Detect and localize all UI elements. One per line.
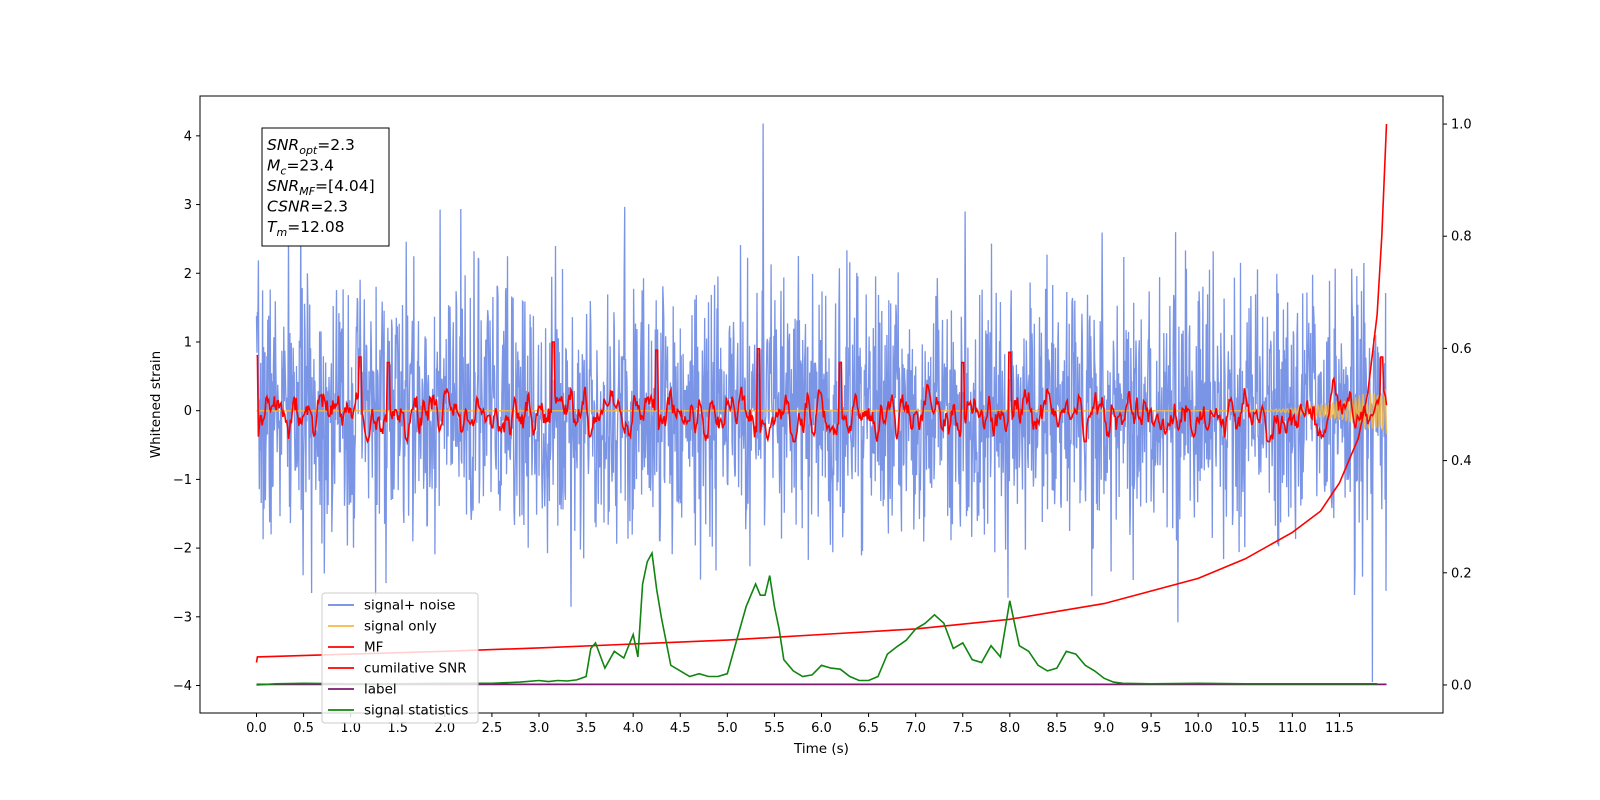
x-tick-label: 10.0 (1184, 721, 1213, 736)
x-tick-label: 1.5 (387, 721, 408, 736)
x-tick-label: 6.5 (858, 721, 879, 736)
annotation-frame (261, 127, 390, 247)
y2-tick-label: 0.6 (1451, 342, 1472, 357)
y-tick-label: 3 (184, 198, 192, 213)
y-tick-label: −1 (173, 473, 192, 488)
y-tick-label: 0 (184, 404, 192, 419)
x-tick-label: 8.0 (999, 721, 1020, 736)
x-tick-label: 5.0 (717, 721, 738, 736)
x-tick-label: 4.5 (670, 721, 691, 736)
x-tick-label: 8.5 (1047, 721, 1068, 736)
legend-entry-label: label (364, 682, 397, 698)
legend-entry-label: MF (364, 640, 383, 656)
x-tick-label: 9.5 (1141, 721, 1162, 736)
y-tick-label: 4 (184, 129, 192, 144)
legend-frame (321, 592, 479, 724)
y-tick-label: 2 (184, 267, 192, 282)
x-tick-label: 4.0 (623, 721, 644, 736)
y-tick-label: −2 (173, 542, 192, 557)
y2-tick-label: 0.4 (1451, 454, 1472, 469)
y-tick-label: 1 (184, 335, 192, 350)
legend: signal+ noise signal only MF cumilative SNR… (321, 592, 479, 724)
x-axis-ticks: 0.0 0.5 1.0 1.5 2.0 2.5 3.0 3.5 4.0 4.5 5.0 5.5 6.0 6… (246, 713, 1354, 736)
annotation-line: SNRMF=[4.04] (267, 177, 375, 198)
y-axis-label: Whitened strain (148, 351, 164, 458)
x-tick-label: 1.0 (340, 721, 361, 736)
x-axis-label: Time (s) (793, 741, 849, 757)
series-signal-only-line (256, 389, 1388, 434)
series-signal-statistics-line (256, 550, 1378, 686)
annotation-line: Mc=23.4 (267, 157, 334, 178)
y-tick-label: −3 (173, 610, 192, 625)
y2-axis-ticks: 1.0 0.8 0.6 0.4 0.2 0.0 (1443, 118, 1472, 693)
x-tick-label: 10.5 (1231, 721, 1260, 736)
x-tick-label: 3.5 (576, 721, 597, 736)
legend-entry-label: cumilative SNR (364, 661, 467, 677)
annotation-line: SNRopt=2.3 (267, 136, 355, 157)
y2-tick-label: 1.0 (1451, 118, 1472, 133)
legend-entry-label: signal statistics (364, 703, 468, 719)
x-tick-label: 5.5 (764, 721, 785, 736)
x-tick-label: 9.0 (1094, 721, 1115, 736)
x-tick-label: 11.5 (1325, 721, 1354, 736)
annotation-line: Tm=12.08 (267, 218, 345, 239)
series-mf-line (256, 341, 1388, 445)
x-tick-label: 2.0 (434, 721, 455, 736)
x-tick-label: 0.0 (246, 721, 267, 736)
x-tick-label: 7.5 (952, 721, 973, 736)
legend-entry-label: signal only (364, 619, 437, 635)
y-tick-label: −4 (173, 679, 192, 694)
series-signal-noise-line (255, 123, 1388, 683)
annotation-line: CSNR=2.3 (267, 198, 348, 216)
y2-tick-label: 0.8 (1451, 230, 1472, 245)
x-tick-label: 7.0 (905, 721, 926, 736)
x-tick-label: 11.0 (1278, 721, 1307, 736)
y2-tick-label: 0.0 (1451, 678, 1472, 693)
x-tick-label: 0.5 (293, 721, 314, 736)
x-tick-label: 6.0 (811, 721, 832, 736)
x-tick-label: 2.5 (482, 721, 503, 736)
x-tick-label: 3.0 (529, 721, 550, 736)
y2-tick-label: 0.2 (1451, 566, 1472, 581)
y-axis-ticks: 4 3 2 1 0 −1 −2 −3 −4 (173, 129, 200, 694)
legend-entry-label: signal+ noise (364, 598, 455, 614)
